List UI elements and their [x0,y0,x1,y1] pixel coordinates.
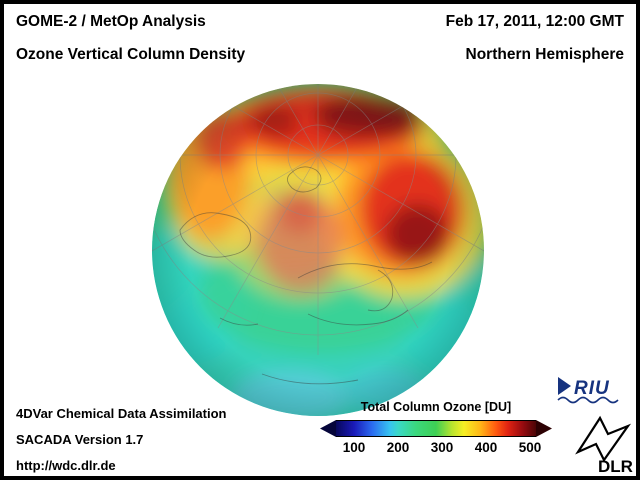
colorbar-title: Total Column Ozone [DU] [360,400,512,414]
riu-logo-text: RIU [574,378,610,399]
dlr-emblem-icon [575,415,632,463]
colorbar-tick-300: 300 [430,440,454,455]
header-right: Feb 17, 2011, 12:00 GMT Northern Hemisph… [446,14,624,79]
globe-vignette [152,84,484,416]
colorbar-tick-400: 400 [474,440,498,455]
colorbar-ticks: 100 200 300 400 500 [320,440,552,458]
colorbar-gradient [336,420,536,437]
colorbar-arrow-right [536,420,552,437]
riu-logo: RIU [556,374,632,409]
data-url: http://wdc.dlr.de [16,458,116,473]
version-label: SACADA Version 1.7 [16,432,144,447]
dlr-logo: DLR [570,408,636,476]
product-subtitle: Ozone Vertical Column Density [16,45,246,63]
header-left: GOME-2 / MetOp Analysis Ozone Vertical C… [16,14,245,79]
colorbar-tick-200: 200 [386,440,410,455]
colorbar-tick-500: 500 [518,440,542,455]
region-label: Northern Hemisphere [465,45,624,63]
riu-flag-icon [558,377,571,395]
colorbar-legend: Total Column Ozone [DU] 100 200 300 400 … [320,400,552,458]
datetime-label: Feb 17, 2011, 12:00 GMT [445,13,624,30]
ozone-map-globe [152,84,484,416]
product-title: GOME-2 / MetOp Analysis [16,13,206,30]
colorbar [320,420,552,437]
riu-wave-icon [557,396,619,404]
colorbar-arrow-left [320,420,336,437]
colorbar-tick-100: 100 [342,440,366,455]
footer-left: 4DVar Chemical Data Assimilation SACADA … [16,401,227,476]
dlr-logo-text: DLR [598,457,633,476]
header: GOME-2 / MetOp Analysis Ozone Vertical C… [4,4,636,79]
assimilation-label: 4DVar Chemical Data Assimilation [16,406,227,421]
